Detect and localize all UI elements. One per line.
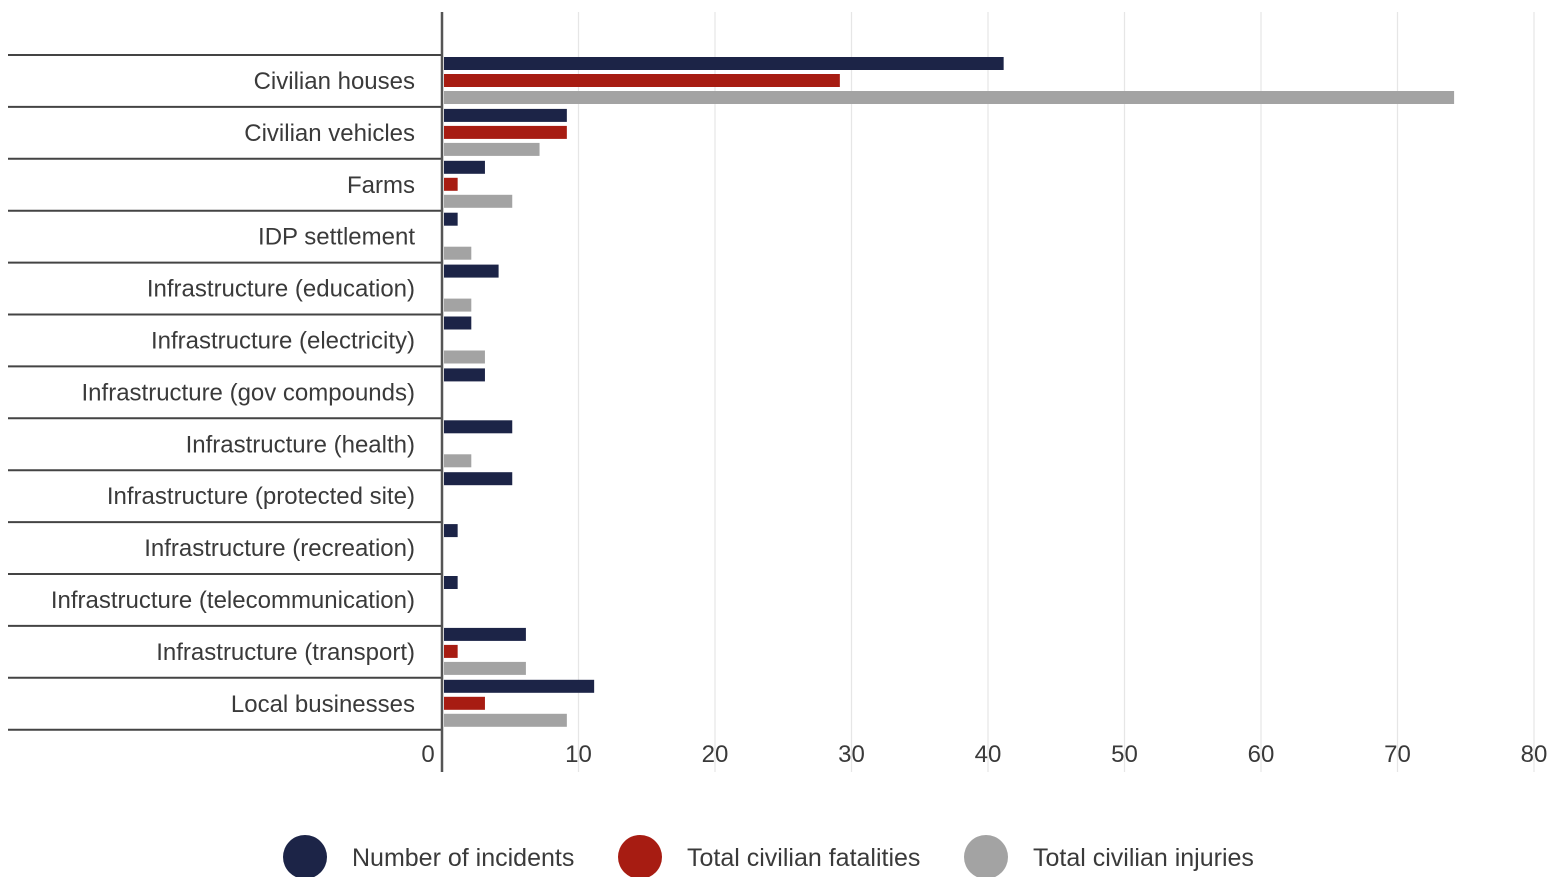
bar [444, 713, 567, 727]
category-label: Infrastructure (gov compounds) [82, 379, 415, 406]
legend-marker [618, 835, 662, 877]
category-label: Infrastructure (recreation) [144, 535, 415, 562]
category-label: Local businesses [231, 691, 415, 718]
category-label: Infrastructure (telecommunication) [51, 587, 415, 614]
bar [444, 679, 595, 693]
category-label: Infrastructure (health) [186, 431, 415, 458]
bar [444, 627, 526, 641]
category-label: Infrastructure (protected site) [107, 483, 415, 510]
category-separators [8, 54, 442, 731]
bar [444, 420, 513, 434]
bar [444, 108, 567, 122]
bar [444, 644, 458, 658]
category-label: Infrastructure (transport) [156, 639, 415, 666]
bar [444, 350, 485, 364]
category-label: Infrastructure (electricity) [151, 327, 415, 354]
x-tick-label: 20 [702, 741, 729, 768]
legend-label: Total civilian fatalities [687, 844, 920, 872]
bar [444, 696, 485, 710]
category-label: Infrastructure (education) [147, 276, 415, 303]
bar [444, 524, 458, 538]
x-tick-label: 60 [1248, 741, 1275, 768]
grid-lines [577, 12, 1535, 772]
category-label: Farms [347, 172, 415, 199]
bars [444, 57, 1455, 727]
category-label: Civilian houses [254, 68, 415, 95]
bar [444, 298, 472, 312]
bar [444, 125, 567, 139]
legend-label: Number of incidents [352, 844, 574, 872]
category-label: IDP settlement [258, 224, 415, 251]
x-tick-label: 50 [1111, 741, 1138, 768]
x-tick-label: 10 [565, 741, 592, 768]
bar [444, 246, 472, 260]
bar [444, 264, 499, 278]
bar [444, 454, 472, 468]
bar [444, 74, 840, 87]
bar [444, 194, 513, 208]
bar [444, 142, 540, 156]
bar [444, 661, 526, 675]
legend-marker [964, 835, 1008, 877]
bar [444, 316, 472, 330]
x-tick-label: 80 [1521, 741, 1548, 768]
legend-marker [283, 835, 327, 877]
x-axis-ticks: 0 10 20 30 40 50 60 70 80 [421, 741, 1547, 768]
bar [444, 368, 485, 382]
x-tick-label: 30 [838, 741, 865, 768]
bar [444, 91, 1455, 104]
bar [444, 57, 1004, 70]
legend-label: Total civilian injuries [1033, 844, 1254, 872]
bar [444, 212, 458, 226]
x-tick-label: 70 [1384, 741, 1411, 768]
bar [444, 472, 513, 486]
category-labels: Civilian houses Civilian vehicles Farms IDP… [51, 68, 415, 718]
legend: Number of incidents Total civilian fatali… [283, 835, 1254, 877]
bar [444, 576, 458, 589]
category-label: Civilian vehicles [244, 120, 415, 147]
bar [444, 160, 485, 174]
x-tick-label: 40 [975, 741, 1002, 768]
bar [444, 177, 458, 191]
x-tick-label: 0 [421, 741, 434, 768]
